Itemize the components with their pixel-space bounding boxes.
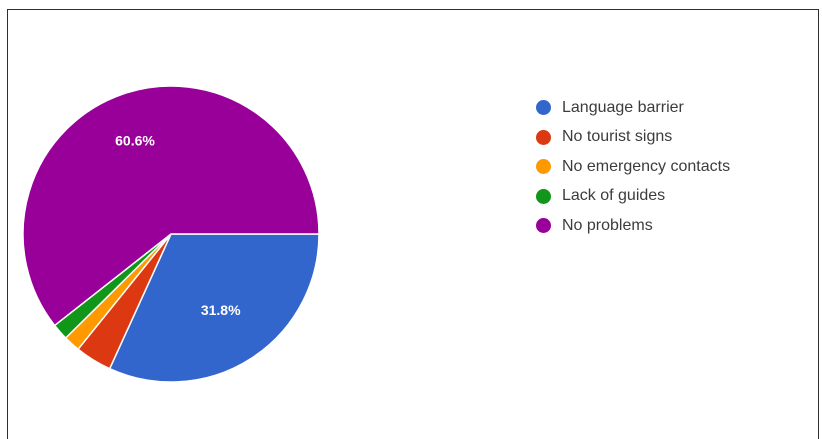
legend-label: No emergency contacts: [562, 157, 731, 175]
data-label-no-problems: 60.6%: [115, 133, 155, 149]
pie-slice-language-barrier[interactable]: [108, 233, 320, 383]
pie-chart: 31.8% 60.6%: [22, 85, 320, 383]
legend-item-no-emergency-contacts[interactable]: No emergency contacts: [536, 152, 730, 182]
chart-legend: Language barrier No tourist signs No eme…: [536, 93, 730, 241]
pie-slice-no-problems[interactable]: [22, 85, 320, 327]
legend-label: No problems: [562, 216, 653, 234]
legend-label: Lack of guides: [562, 187, 666, 205]
legend-swatch: [536, 159, 551, 175]
legend-item-no-tourist-signs[interactable]: No tourist signs: [536, 123, 730, 153]
pie-data-labels: 31.8% 60.6%: [115, 133, 241, 318]
legend-item-lack-of-guides[interactable]: Lack of guides: [536, 182, 730, 212]
data-label-language-barrier: 31.8%: [201, 302, 241, 318]
legend-swatch: [536, 129, 551, 145]
legend-swatch: [536, 188, 551, 204]
legend-label: No tourist signs: [562, 128, 673, 146]
legend-item-language-barrier[interactable]: Language barrier: [536, 93, 730, 123]
legend-swatch: [536, 218, 551, 234]
legend-swatch: [536, 100, 551, 116]
legend-item-no-problems[interactable]: No problems: [536, 211, 730, 241]
legend-label: Language barrier: [562, 98, 684, 116]
pie-slices: [22, 85, 320, 383]
